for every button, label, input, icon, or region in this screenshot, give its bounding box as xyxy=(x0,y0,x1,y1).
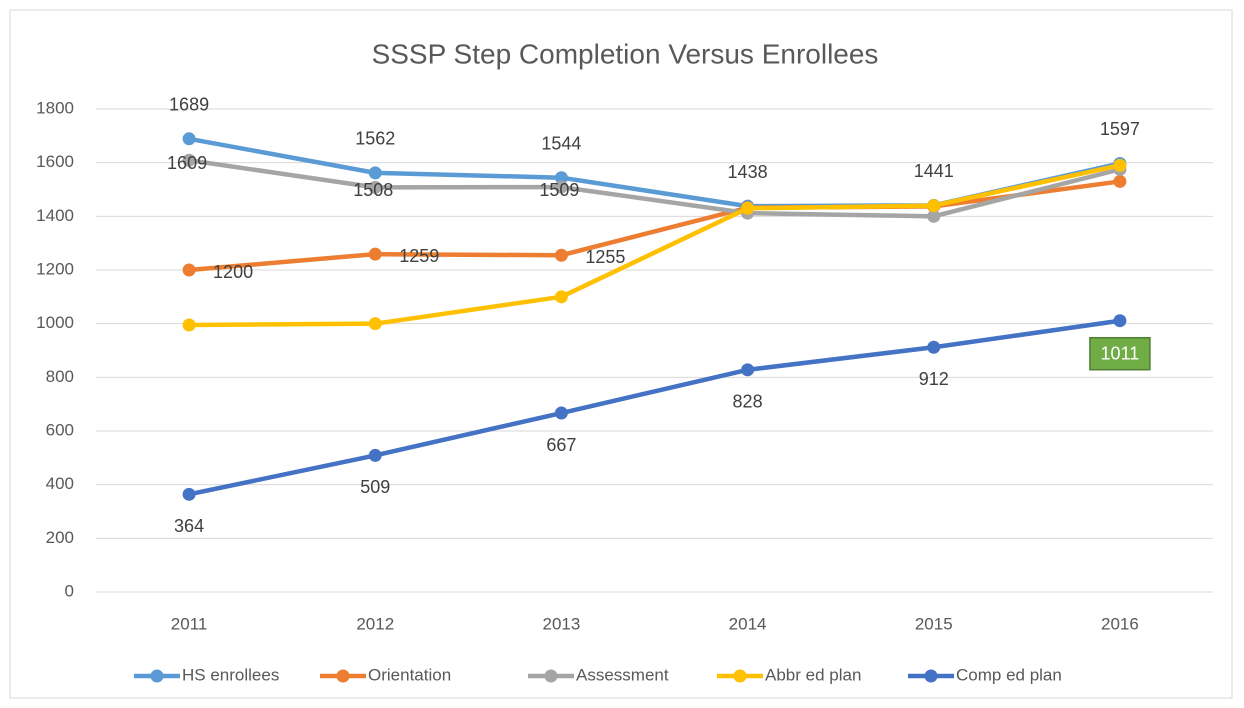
data-point xyxy=(927,340,941,354)
data-label: 1609 xyxy=(167,153,207,173)
data-label: 1509 xyxy=(539,180,579,200)
data-point xyxy=(182,487,196,501)
y-tick-label: 1800 xyxy=(36,98,74,117)
y-tick-label: 600 xyxy=(46,420,74,439)
data-label: 1255 xyxy=(585,247,625,267)
chart-title: SSSP Step Completion Versus Enrollees xyxy=(372,38,879,69)
data-point xyxy=(182,318,196,332)
y-tick-label: 200 xyxy=(46,528,74,547)
legend-label: HS enrollees xyxy=(182,665,279,684)
data-point xyxy=(741,201,755,215)
label-box xyxy=(1089,336,1151,371)
data-label: 1011 xyxy=(1101,343,1140,363)
x-tick-label: 2013 xyxy=(543,614,581,633)
x-tick-label: 2015 xyxy=(915,614,953,633)
legend-label: Abbr ed plan xyxy=(765,665,861,684)
data-point xyxy=(554,406,568,420)
legend-marker xyxy=(336,669,350,683)
data-point xyxy=(554,171,568,185)
data-label: 1200 xyxy=(213,262,253,282)
y-tick-label: 1200 xyxy=(36,259,74,278)
data-point xyxy=(554,180,568,194)
data-label: 509 xyxy=(360,477,390,497)
data-point xyxy=(368,166,382,180)
data-point xyxy=(741,363,755,377)
data-label: 1689 xyxy=(169,95,209,115)
data-point xyxy=(1113,158,1127,172)
legend-label: Comp ed plan xyxy=(956,665,1062,684)
data-point xyxy=(182,132,196,146)
data-point xyxy=(368,317,382,331)
data-label: 1562 xyxy=(355,129,395,149)
data-label: 1441 xyxy=(914,161,954,181)
data-label: 667 xyxy=(546,435,576,455)
x-tick-label: 2011 xyxy=(171,614,208,633)
y-tick-label: 0 xyxy=(65,581,74,600)
data-point xyxy=(927,209,941,223)
legend-marker xyxy=(733,669,747,683)
y-tick-label: 1400 xyxy=(36,206,74,225)
series-line xyxy=(188,179,1121,273)
y-tick-label: 400 xyxy=(46,474,74,493)
data-point xyxy=(182,153,196,167)
data-label: 364 xyxy=(174,516,204,536)
y-tick-label: 800 xyxy=(46,367,74,386)
data-point xyxy=(368,180,382,194)
data-point xyxy=(1113,174,1127,188)
data-point xyxy=(182,263,196,277)
legend-marker xyxy=(924,669,938,683)
chart-border xyxy=(9,9,1233,699)
legend-label: Orientation xyxy=(368,665,451,684)
data-point xyxy=(368,247,382,261)
data-point xyxy=(368,448,382,462)
series-line xyxy=(188,318,1121,497)
x-tick-label: 2012 xyxy=(356,614,394,633)
y-tick-label: 1600 xyxy=(36,152,74,171)
data-point xyxy=(554,290,568,304)
data-label: 1259 xyxy=(399,246,439,266)
x-tick-label: 2014 xyxy=(729,614,767,633)
x-tick-label: 2016 xyxy=(1101,614,1139,633)
legend-marker xyxy=(544,669,558,683)
series-line xyxy=(188,158,1121,219)
series-line xyxy=(189,163,1121,328)
data-label: 1544 xyxy=(541,133,581,153)
data-point xyxy=(927,199,941,213)
legend-label: Assessment xyxy=(576,665,669,684)
data-label: 912 xyxy=(919,369,949,389)
data-label: 1597 xyxy=(1100,119,1140,139)
data-point xyxy=(1113,314,1127,328)
legend-marker xyxy=(150,669,164,683)
data-point xyxy=(554,248,568,262)
data-label: 1438 xyxy=(728,162,768,182)
y-tick-label: 1000 xyxy=(36,313,74,332)
data-label: 828 xyxy=(733,392,763,412)
data-label: 1508 xyxy=(353,180,393,200)
